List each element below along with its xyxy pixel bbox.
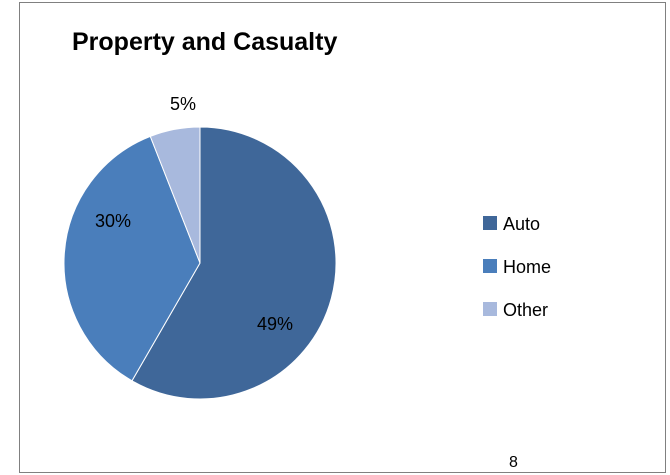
legend-swatch-auto bbox=[483, 216, 497, 230]
pie-slices bbox=[63, 126, 337, 400]
chart-title: Property and Casualty bbox=[72, 28, 338, 56]
legend-swatch-other bbox=[483, 302, 497, 316]
corner-mark: 8 bbox=[509, 455, 518, 469]
slice-label-other: 5% bbox=[170, 94, 196, 114]
legend-label-auto: Auto bbox=[503, 214, 540, 234]
legend-label-home: Home bbox=[503, 257, 551, 277]
pie-slice-auto bbox=[131, 126, 337, 400]
legend: Auto Home Other bbox=[483, 214, 551, 320]
legend-swatch-home bbox=[483, 259, 497, 273]
pie-slice-other bbox=[149, 126, 201, 264]
slice-label-home: 30% bbox=[95, 211, 131, 231]
slice-label-auto: 49% bbox=[257, 314, 293, 334]
pie-slice-home bbox=[63, 135, 201, 382]
slice-labels: 49% 30% 5% bbox=[95, 94, 293, 334]
legend-label-other: Other bbox=[503, 300, 548, 320]
